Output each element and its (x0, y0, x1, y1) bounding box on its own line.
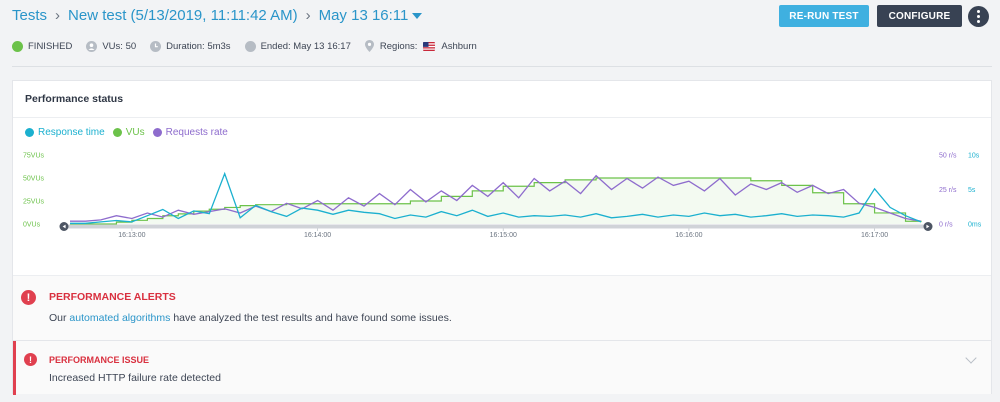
duration-info: Duration: 5m3s (150, 40, 231, 52)
chevron-down-icon[interactable] (965, 352, 977, 364)
vus-info: VUs: 50 (86, 40, 137, 52)
legend-dot-requests-rate (152, 128, 162, 137)
issue-text: Increased HTTP failure rate detected (49, 372, 221, 384)
requests-rate-series-line (70, 174, 922, 222)
chevron-right-icon: › (305, 7, 311, 24)
legend-dot-response-time (25, 128, 34, 137)
y-left-tick-label: 75VUs (23, 153, 45, 160)
status-badge: FINISHED (12, 40, 73, 52)
regions-info: Regions: Ashburn (364, 40, 477, 52)
top-bar: Tests › New test (5/13/2019, 11:11:42 AM… (0, 0, 1000, 66)
chevron-left-icon (62, 224, 66, 229)
x-tick-label: 16:13:00 (118, 232, 145, 239)
status-dot-icon (12, 40, 23, 52)
alerts-text-suffix: have analyzed the test results and have … (170, 312, 452, 324)
issue-alert-icon: ! (24, 353, 37, 366)
alerts-text-prefix: Our (49, 312, 70, 324)
legend-label-vus: VUs (125, 127, 145, 138)
kebab-dot-icon (977, 10, 980, 13)
y-right-rate-tick-label: 50 r/s (939, 153, 957, 160)
legend-label-requests-rate: Requests rate (165, 127, 228, 138)
performance-panel: Performance status Response time VUs Req… (12, 80, 992, 395)
y-right-time-tick-label: 0ms (968, 222, 982, 229)
caret-down-icon (412, 12, 423, 19)
user-icon (86, 40, 98, 52)
chevron-right-icon (926, 224, 930, 229)
x-tick-label: 16:15:00 (490, 232, 517, 239)
issue-accent-bar (13, 341, 16, 395)
legend-label-response-time: Response time (38, 127, 105, 138)
response-time-series-line (70, 171, 922, 224)
y-right-rate-tick-label: 25 r/s (939, 187, 957, 194)
y-right-time-tick-label: 5s (968, 187, 976, 194)
legend-requests-rate[interactable]: Requests rate (152, 127, 228, 138)
y-right-time-tick-label: 10s (968, 153, 980, 160)
legend-dot-vus (112, 128, 122, 137)
kebab-dot-icon (977, 20, 980, 23)
y-left-tick-label: 50VUs (23, 176, 45, 183)
issue-title: PERFORMANCE ISSUE (49, 355, 150, 365)
configure-button[interactable]: CONFIGURE (877, 5, 962, 27)
more-options-button[interactable] (968, 6, 989, 27)
duration-text: Duration: 5m3s (166, 40, 231, 52)
breadcrumb-test-link[interactable]: New test (5/13/2019, 11:11:42 AM) (68, 7, 298, 24)
run-selector[interactable]: May 13 16:11 (319, 7, 423, 24)
y-right-rate-tick-label: 0 r/s (939, 222, 953, 229)
x-tick-label: 16:14:00 (304, 232, 331, 239)
ended-info: Ended: May 13 16:17 (244, 40, 351, 52)
y-left-tick-label: 25VUs (23, 199, 45, 206)
rerun-test-button[interactable]: RE-RUN TEST (779, 5, 869, 27)
breadcrumb: Tests › New test (5/13/2019, 11:11:42 AM… (12, 7, 423, 24)
alerts-title: PERFORMANCE ALERTS (49, 291, 176, 303)
regions-label: Regions: (379, 40, 418, 52)
performance-chart[interactable]: 0VUs 25VUs 50VUs 75VUs 0 r/s 25 r/s 50 r/s 0ms 5… (13, 147, 991, 240)
performance-alerts: ! PERFORMANCE ALERTS Our automated algor… (13, 275, 991, 340)
chevron-right-icon: › (55, 7, 61, 24)
legend-response-time[interactable]: Response time (25, 127, 105, 138)
us-flag-icon (423, 41, 436, 51)
breadcrumb-tests-link[interactable]: Tests (12, 7, 48, 24)
region-name: Ashburn (441, 40, 477, 52)
ended-text: Ended: May 13 16:17 (260, 40, 351, 52)
vus-area (70, 178, 921, 224)
performance-issue[interactable]: ! PERFORMANCE ISSUE Increased HTTP failu… (13, 340, 991, 395)
x-tick-label: 16:17:00 (861, 232, 888, 239)
location-pin-icon (364, 40, 374, 52)
kebab-dot-icon (977, 15, 980, 18)
ended-dot-icon (244, 40, 256, 52)
test-meta: FINISHED VUs: 50 Duration: 5m3s Ended: M… (12, 40, 491, 52)
y-left-tick-label: 0VUs (23, 222, 41, 229)
status-text: FINISHED (28, 40, 73, 52)
x-tick-label: 16:16:00 (675, 232, 702, 239)
legend-vus[interactable]: VUs (112, 127, 145, 138)
run-selector-label: May 13 16:11 (318, 7, 409, 24)
chart-scrollbar-track[interactable] (66, 224, 926, 229)
panel-title: Performance status (25, 93, 124, 105)
alerts-text: Our automated algorithms have analyzed t… (49, 312, 452, 324)
clock-icon (150, 40, 162, 52)
automated-algorithms-link[interactable]: automated algorithms (69, 312, 171, 324)
vus-text: VUs: 50 (102, 40, 137, 52)
header-divider (12, 66, 992, 67)
chart-legend: Response time VUs Requests rate (25, 127, 236, 138)
panel-divider (13, 117, 991, 118)
alert-icon: ! (21, 290, 36, 305)
